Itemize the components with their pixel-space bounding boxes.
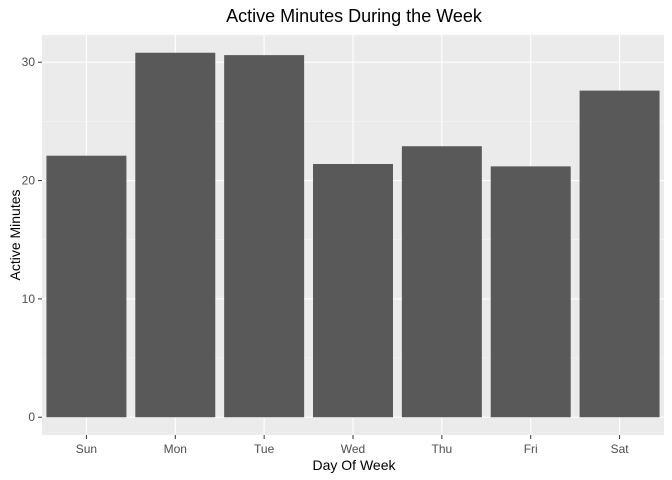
x-tick-label-fri: Fri bbox=[524, 442, 538, 456]
bars bbox=[46, 52, 660, 418]
y-tick-label: 30 bbox=[22, 55, 36, 69]
x-tick-label-tue: Tue bbox=[254, 442, 275, 456]
x-axis: Sun Mon Tue Wed Thu Fri Sat bbox=[76, 435, 629, 456]
y-tick-label: 20 bbox=[22, 174, 36, 188]
x-tick-label-mon: Mon bbox=[164, 442, 187, 456]
bar-fri bbox=[490, 166, 571, 418]
chart-title: Active Minutes During the Week bbox=[226, 6, 483, 26]
x-axis-title: Day Of Week bbox=[313, 457, 397, 473]
bar-mon bbox=[135, 52, 216, 418]
bar-wed bbox=[313, 163, 393, 418]
bar-tue bbox=[224, 55, 305, 418]
bar-sun bbox=[46, 155, 127, 418]
y-tick-label: 0 bbox=[28, 410, 35, 424]
bar-thu bbox=[401, 146, 482, 418]
bar-sat bbox=[579, 90, 660, 418]
y-axis-title: Active Minutes bbox=[7, 189, 23, 280]
x-tick-label-wed: Wed bbox=[341, 442, 365, 456]
x-tick-label-thu: Thu bbox=[432, 442, 453, 456]
y-tick-label: 10 bbox=[22, 292, 36, 306]
x-tick-label-sat: Sat bbox=[611, 442, 630, 456]
y-axis: 0 10 20 30 bbox=[22, 55, 42, 424]
x-tick-label-sun: Sun bbox=[76, 442, 97, 456]
